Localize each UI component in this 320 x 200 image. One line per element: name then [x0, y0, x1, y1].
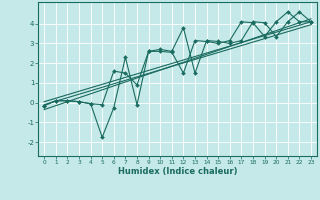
X-axis label: Humidex (Indice chaleur): Humidex (Indice chaleur): [118, 167, 237, 176]
